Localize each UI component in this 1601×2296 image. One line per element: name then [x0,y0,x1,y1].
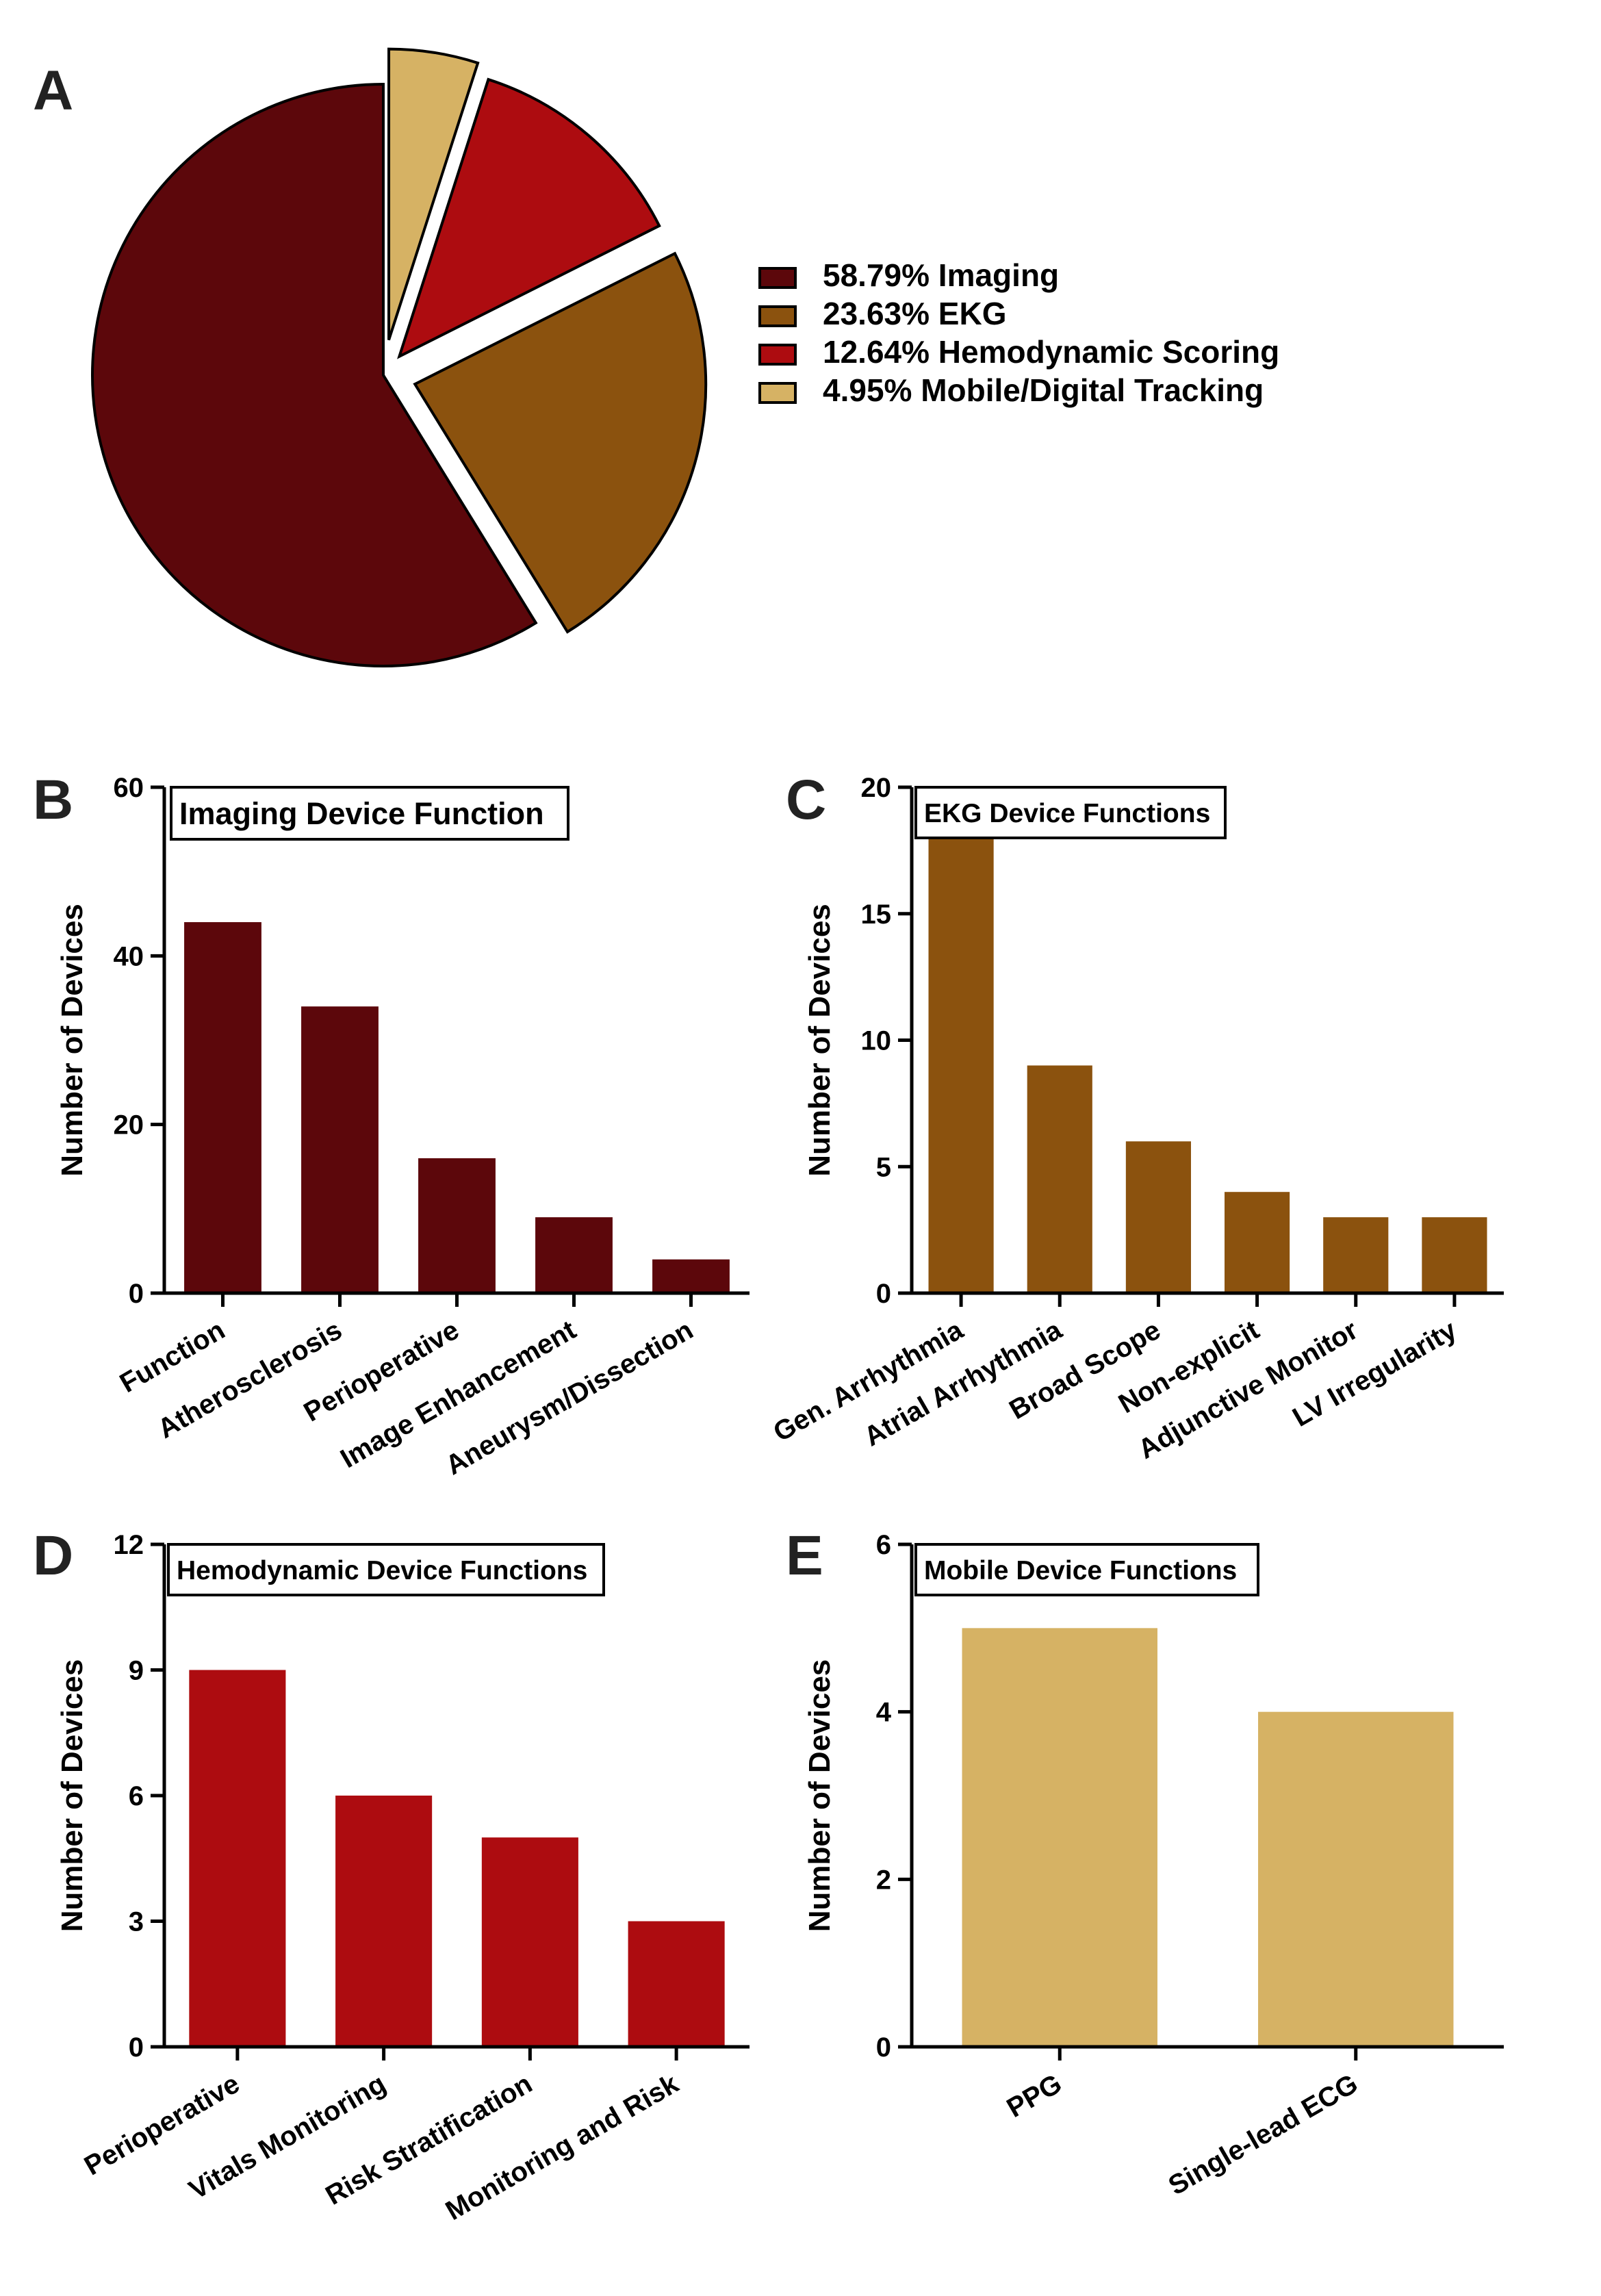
pie-slice-imaging [91,82,538,667]
bar-single-lead-ecg [1258,1711,1454,2047]
x-tick-label-lv-irregularity: LV Irregularity [1288,1314,1462,1433]
x-tick-label-monitoring-and-risk: Monitoring and Risk [441,2068,684,2226]
pie-slice-hemodynamic-scoring [397,77,661,359]
y-tick-label: 20 [114,1110,144,1140]
y-axis-label: Number of Devices [55,1659,89,1933]
bar-lv-irregularity [1422,1217,1487,1293]
bar-function [184,922,261,1293]
y-tick-label: 0 [876,2032,891,2063]
y-tick-label: 4 [876,1698,892,1728]
bar-aneurysm-dissection [652,1259,730,1293]
bar-atrial-arrhythmia [1027,1065,1092,1293]
legend-swatch-mobile-digital-tracking [758,382,797,404]
chart-title: Imaging Device Function [179,796,544,831]
pie-slice-mobile-digital-tracking [387,47,480,341]
y-tick-label: 0 [129,2032,144,2063]
bar-gen-arrhythmia [928,837,994,1293]
y-tick-label: 6 [876,1530,891,1560]
bar-monitoring-and-risk [628,1921,725,2047]
panel-letter-d: D [33,1525,73,1587]
legend-label-mobile-digital-tracking: 4.95% Mobile/Digital Tracking [823,372,1264,408]
bar-risk-stratification [481,1837,578,2047]
bar-chart-b: 0204060FunctionAtherosclerosisPerioperat… [55,773,750,1481]
bar-image-enhancement [535,1217,613,1293]
panel-letter-a: A [33,60,73,122]
chart-title-box [914,1543,1259,1596]
legend-swatch-ekg [758,305,797,327]
y-tick-label: 2 [876,1865,891,1895]
y-tick-label: 0 [876,1279,891,1309]
y-axis-label: Number of Devices [803,904,836,1177]
y-tick-label: 5 [876,1152,891,1182]
bar-perioperative [418,1158,496,1293]
x-tick-label-ppg: PPG [1002,2069,1067,2123]
panel-letter-c: C [786,769,826,831]
legend-swatch-hemodynamic-scoring [758,344,797,366]
y-tick-label: 15 [861,900,892,930]
legend-swatch-imaging [758,267,797,289]
y-axis-label: Number of Devices [55,904,89,1177]
pie-chart [91,47,708,667]
bar-vitals-monitoring [335,1796,433,2047]
y-tick-label: 40 [114,941,144,971]
y-tick-label: 20 [861,773,892,803]
y-tick-label: 9 [129,1656,144,1686]
bar-ppg [962,1628,1157,2047]
legend-label-ekg: 23.63% EKG [823,296,1006,331]
bar-non-explicit [1225,1192,1290,1293]
y-tick-label: 60 [114,773,144,803]
panel-letter-e: E [786,1525,823,1587]
chart-title: EKG Device Functions [924,799,1210,828]
y-tick-label: 3 [129,1907,144,1937]
legend-label-hemodynamic-scoring: 12.64% Hemodynamic Scoring [823,334,1279,370]
x-tick-label-single-lead-ecg: Single-lead ECG [1164,2069,1363,2202]
y-axis-label: Number of Devices [803,1659,836,1933]
pie-slice-ekg [413,251,708,634]
chart-title-box [167,1543,605,1596]
y-tick-label: 6 [129,1781,144,1811]
bar-chart-e: 0 2 4 6 PPG Single-lead ECG Number of Devices M… [803,1530,1504,2201]
bar-adjunctive-monitor [1323,1217,1389,1293]
y-tick-label: 10 [861,1026,892,1056]
chart-title: Hemodynamic Device Functions [177,1556,587,1585]
panel-letter-b: B [33,769,73,831]
chart-title-box [914,786,1227,839]
y-tick-label: 12 [114,1530,144,1560]
bar-broad-scope [1125,1141,1191,1293]
bar-atherosclerosis [301,1006,379,1293]
chart-title: Mobile Device Functions [924,1556,1237,1585]
legend-label-imaging: 58.79% Imaging [823,257,1059,293]
chart-title-box [170,786,569,841]
y-tick-label: 0 [129,1279,144,1309]
bar-perioperative [189,1670,286,2047]
